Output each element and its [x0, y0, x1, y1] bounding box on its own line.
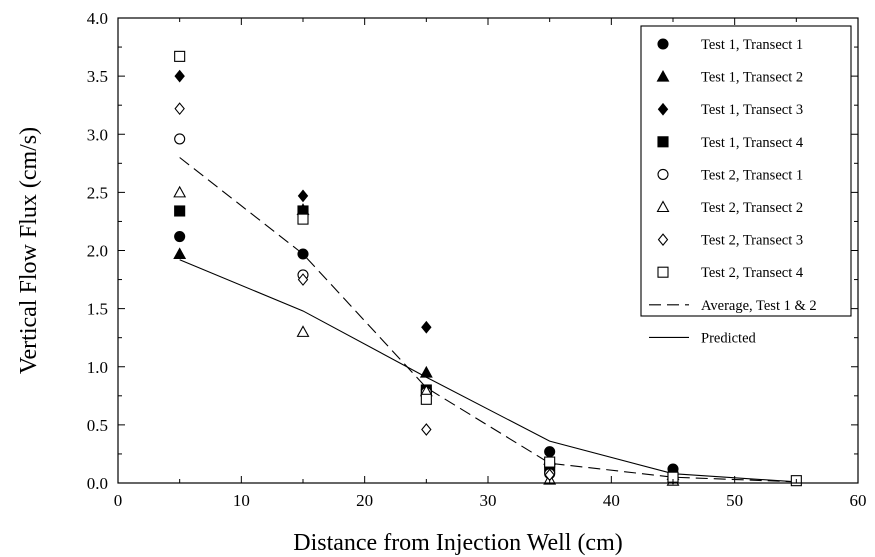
data-point: [297, 248, 309, 260]
y-tick-label: 0.0: [87, 474, 108, 493]
y-tick-label: 2.5: [87, 183, 108, 202]
data-point: [297, 189, 309, 203]
x-tick-label: 50: [726, 491, 743, 510]
data-point: [420, 393, 432, 405]
legend-label: Test 2, Transect 1: [701, 167, 803, 183]
legend-marker: [657, 266, 669, 278]
data-point: [174, 102, 185, 116]
legend-label: Test 2, Transect 4: [701, 265, 804, 281]
x-tick-label: 20: [356, 491, 373, 510]
y-tick-label: 3.5: [87, 67, 108, 86]
x-tick-label: 40: [603, 491, 620, 510]
legend-label: Predicted: [701, 330, 757, 346]
data-point: [174, 69, 185, 83]
x-tick-label: 60: [850, 491, 867, 510]
legend-marker: [657, 102, 669, 116]
data-point: [297, 273, 309, 286]
legend-box: [640, 25, 852, 317]
legend-label: Test 1, Transect 3: [701, 102, 803, 118]
y-tick-label: 2.0: [87, 242, 108, 261]
x-tick-label: 10: [233, 491, 250, 510]
x-tick-label: 0: [114, 491, 123, 510]
series-lines: [179, 157, 797, 483]
data-point: [173, 247, 187, 260]
legend-marker: [657, 233, 669, 246]
data-point: [419, 365, 433, 378]
data-point: [174, 205, 186, 217]
legend-label: Test 2, Transect 2: [701, 200, 803, 216]
predicted-line: [179, 259, 797, 483]
average-line: [179, 157, 797, 483]
y-tick-label: 4.0: [87, 9, 108, 28]
data-point: [544, 456, 556, 468]
legend-marker: [657, 168, 669, 180]
data-point: [296, 325, 310, 337]
y-tick-label: 3.0: [87, 125, 108, 144]
legend-label: Average, Test 1 & 2: [701, 298, 817, 314]
data-point: [174, 133, 186, 145]
y-axis-title: Vertical Flow Flux (cm/s): [16, 127, 42, 374]
y-tick-label: 1.0: [87, 358, 108, 377]
legend-marker: [656, 69, 670, 82]
y-tick-label: 1.5: [87, 300, 108, 319]
data-point: [174, 231, 186, 243]
legend: Test 1, Transect 1 Test 1, Transect 2 Test…: [640, 25, 852, 346]
legend-marker: [657, 38, 669, 50]
data-point: [174, 50, 186, 62]
x-tick-label: 30: [480, 491, 497, 510]
data-point: [173, 185, 187, 198]
legend-label: Test 2, Transect 3: [701, 233, 803, 249]
data-point: [421, 320, 432, 334]
legend-label: Test 1, Transect 1: [701, 37, 803, 53]
axes: 0 10 20 30 40 50 60 0.0 0.5 1.0 1.5 2.0 2.5 3.0 3.5 4.0…: [16, 9, 867, 556]
legend-marker: [657, 136, 669, 148]
legend-marker: [656, 200, 670, 213]
x-axis-title: Distance from Injection Well (cm): [293, 530, 623, 556]
data-point: [297, 213, 309, 225]
y-tick-label: 0.5: [87, 416, 108, 435]
data-point: [421, 423, 432, 436]
legend-label: Test 1, Transect 4: [701, 135, 804, 151]
legend-label: Test 1, Transect 2: [701, 70, 803, 86]
